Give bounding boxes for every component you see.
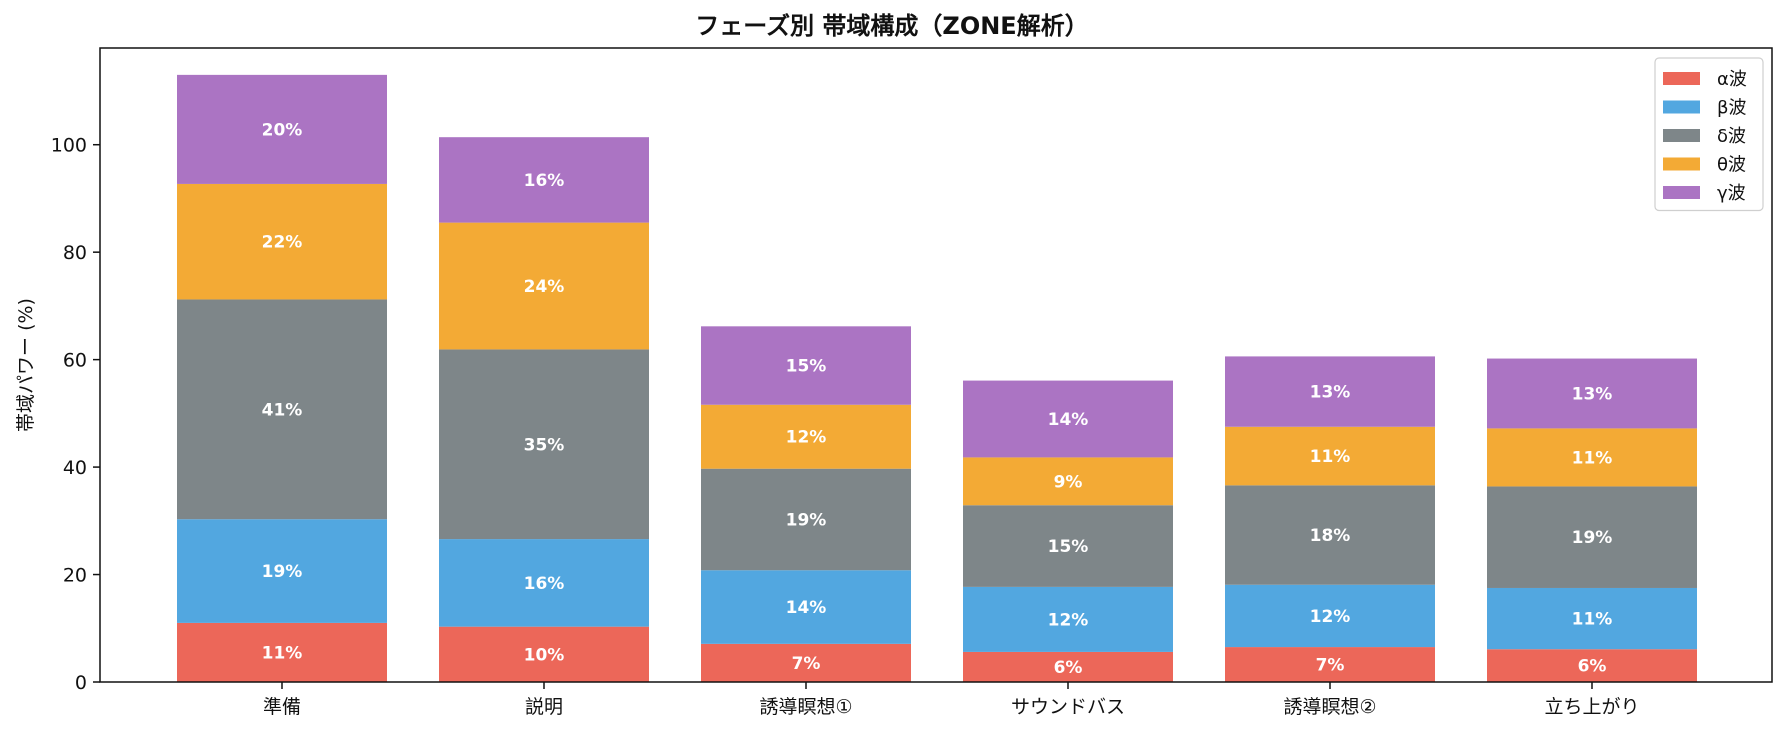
bar-segment <box>963 457 1173 506</box>
data-label: 13% <box>1310 383 1351 403</box>
legend-entry: δ波 <box>1717 126 1746 147</box>
bar-segment <box>1487 428 1697 487</box>
data-label: 19% <box>262 562 303 582</box>
data-label: 12% <box>786 428 827 448</box>
data-label: 19% <box>786 510 827 530</box>
plot-frame <box>99 47 1773 683</box>
data-label: 9% <box>1054 472 1083 492</box>
data-label: 22% <box>262 233 303 253</box>
data-label: 16% <box>524 171 565 191</box>
data-label: 6% <box>1054 658 1083 678</box>
data-label: 13% <box>1572 384 1613 404</box>
data-label: 20% <box>262 120 303 140</box>
legend-entry: γ波 <box>1717 183 1746 204</box>
data-label: 19% <box>1572 528 1613 548</box>
bar-segment <box>177 74 387 184</box>
data-label: 35% <box>524 435 565 455</box>
data-label: 14% <box>786 598 827 618</box>
y-tick-label: 40 <box>63 457 87 479</box>
bar-segment <box>177 183 387 300</box>
data-label: 18% <box>1310 526 1351 546</box>
x-tick-label: 誘導瞑想② <box>1283 696 1376 718</box>
bar-segment <box>701 570 911 644</box>
y-tick-label: 0 <box>75 672 87 694</box>
bar-segment <box>439 539 649 627</box>
x-tick-label: 立ち上がり <box>1544 696 1639 718</box>
bar-segment <box>1225 647 1435 682</box>
legend-entry: β波 <box>1717 98 1747 119</box>
data-label: 15% <box>1048 537 1089 557</box>
y-tick-label: 80 <box>63 242 87 264</box>
bar-segment <box>963 505 1173 587</box>
bar-segment <box>1225 584 1435 648</box>
bar-segment <box>963 380 1173 458</box>
data-label: 11% <box>1572 610 1613 630</box>
bar-segment <box>1487 358 1697 429</box>
x-tick-label: 誘導瞑想① <box>759 696 852 718</box>
bar-segment <box>1487 486 1697 588</box>
bar-segment <box>1225 485 1435 585</box>
bar-segment <box>439 626 649 682</box>
data-label: 41% <box>262 400 303 420</box>
x-tick-label: 説明 <box>525 696 563 718</box>
data-label: 11% <box>1572 448 1613 468</box>
bar-segment <box>701 326 911 405</box>
y-axis: 0 20 40 60 80 100 <box>51 135 100 694</box>
bar-segment <box>1225 356 1435 427</box>
legend-box <box>1654 57 1764 212</box>
data-label: 7% <box>1316 656 1345 676</box>
x-tick-label: 準備 <box>263 696 301 718</box>
legend-swatch <box>1663 129 1700 142</box>
legend-swatch <box>1663 186 1700 199</box>
y-tick-label: 60 <box>63 350 87 372</box>
bar-segment <box>1225 426 1435 486</box>
bar-segment <box>963 586 1173 652</box>
data-label: 15% <box>786 357 827 377</box>
bar-segment <box>439 137 649 223</box>
legend-entry: α波 <box>1717 69 1747 90</box>
data-label: 11% <box>262 643 303 663</box>
data-label: 16% <box>524 574 565 594</box>
plot-area: 11% 19% 41% 22% 20% 10% 16% 35% 24% 16% 7% 14% 19% 12… <box>177 74 1697 682</box>
x-axis: 準備 説明 誘導瞑想① サウンドバス 誘導瞑想② 立ち上がり <box>263 682 1640 718</box>
bar-segment <box>177 519 387 623</box>
data-label: 11% <box>1310 447 1351 467</box>
bar-segment <box>701 404 911 469</box>
bar-segment <box>963 651 1173 682</box>
data-label: 7% <box>792 654 821 674</box>
bar-segment <box>177 622 387 682</box>
data-label: 10% <box>524 645 565 665</box>
y-tick-label: 100 <box>51 135 87 157</box>
bar-segment <box>1487 649 1697 682</box>
chart-title: フェーズ別 帯域構成（ZONE解析） <box>695 12 1088 40</box>
legend: α波 β波 δ波 θ波 γ波 <box>1654 57 1764 212</box>
legend-swatch <box>1663 100 1700 114</box>
legend-entry: θ波 <box>1717 155 1746 176</box>
y-axis-label: 帯域パワー (%) <box>15 298 37 432</box>
bar-segment <box>1487 587 1697 650</box>
y-tick-label: 20 <box>63 565 87 587</box>
x-tick-label: サウンドバス <box>1011 696 1125 718</box>
bar-segment <box>439 349 649 540</box>
bar-segment <box>701 643 911 682</box>
data-label: 12% <box>1310 607 1351 627</box>
data-label: 6% <box>1578 657 1607 677</box>
data-label: 12% <box>1048 610 1089 630</box>
legend-swatch <box>1663 72 1700 85</box>
legend-swatch <box>1663 157 1700 171</box>
bar-segment <box>701 468 911 571</box>
bar-segment <box>439 222 649 350</box>
bar-segment <box>177 299 387 520</box>
data-label: 14% <box>1048 410 1089 430</box>
data-label: 24% <box>524 277 565 297</box>
